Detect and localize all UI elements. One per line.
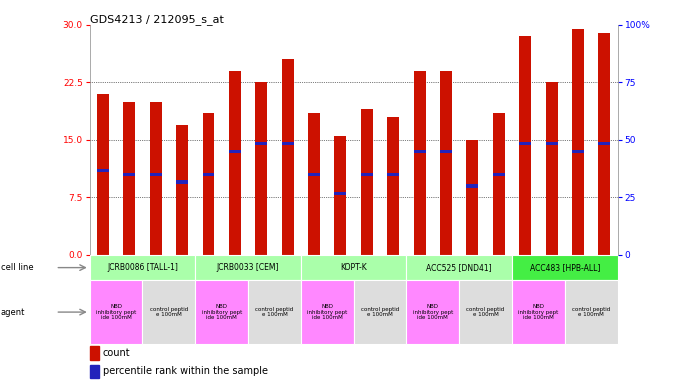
Bar [466,184,478,188]
Text: control peptid
e 100mM: control peptid e 100mM [255,307,293,317]
Bar [248,280,301,344]
Text: NBD
inhibitory pept
ide 100mM: NBD inhibitory pept ide 100mM [413,304,453,320]
Text: cell line: cell line [1,263,33,272]
Bar [195,280,248,344]
Text: ACC483 [HPB-ALL]: ACC483 [HPB-ALL] [530,263,600,272]
Bar [440,71,452,255]
Bar [203,113,215,255]
Bar [565,280,618,344]
Bar [572,29,584,255]
Bar [387,117,399,255]
Bar [466,140,478,255]
Bar [414,150,426,153]
Text: control peptid
e 100mM: control peptid e 100mM [150,307,188,317]
Bar [353,280,406,344]
Bar [90,280,143,344]
Bar [361,173,373,176]
Text: agent: agent [1,308,25,316]
Bar [546,142,558,146]
Text: GDS4213 / 212095_s_at: GDS4213 / 212095_s_at [90,14,224,25]
Text: NBD
inhibitory pept
ide 100mM: NBD inhibitory pept ide 100mM [307,304,347,320]
Bar [308,173,320,176]
Bar [97,94,109,255]
Bar [460,280,512,344]
Bar [229,71,241,255]
Bar [90,255,195,280]
Bar [361,109,373,255]
Bar [124,173,135,176]
Bar [301,255,406,280]
Bar [335,192,346,195]
Bar [255,83,267,255]
Bar [203,173,215,176]
Bar [512,280,564,344]
Bar [335,136,346,255]
Bar [572,150,584,153]
Bar [598,33,610,255]
Bar [512,255,618,280]
Bar [440,150,452,153]
Bar [90,346,99,360]
Bar [520,36,531,255]
Bar [406,280,460,344]
Bar [255,142,267,146]
Bar [598,142,610,146]
Text: NBD
inhibitory pept
ide 100mM: NBD inhibitory pept ide 100mM [201,304,242,320]
Bar [195,255,301,280]
Text: percentile rank within the sample: percentile rank within the sample [103,366,268,376]
Bar [301,280,354,344]
Bar [150,173,161,176]
Bar [176,124,188,255]
Text: control peptid
e 100mM: control peptid e 100mM [361,307,399,317]
Text: ACC525 [DND41]: ACC525 [DND41] [426,263,492,272]
Text: control peptid
e 100mM: control peptid e 100mM [572,307,610,317]
Text: KOPT-K: KOPT-K [340,263,367,272]
Bar [150,102,161,255]
Bar [493,173,504,176]
Bar [176,180,188,184]
Text: NBD
inhibitory pept
ide 100mM: NBD inhibitory pept ide 100mM [96,304,136,320]
Text: control peptid
e 100mM: control peptid e 100mM [466,307,504,317]
Bar [229,150,241,153]
Bar [282,142,293,146]
Bar [97,169,109,172]
Bar [387,173,399,176]
Bar [308,113,320,255]
Bar [414,71,426,255]
Text: NBD
inhibitory pept
ide 100mM: NBD inhibitory pept ide 100mM [518,304,558,320]
Bar [124,102,135,255]
Text: count: count [103,348,130,358]
Bar [520,142,531,146]
Text: JCRB0033 [CEM]: JCRB0033 [CEM] [217,263,279,272]
Bar [143,280,195,344]
Bar [493,113,504,255]
Text: JCRB0086 [TALL-1]: JCRB0086 [TALL-1] [107,263,178,272]
Bar [282,60,293,255]
Bar [90,364,99,378]
Bar [406,255,512,280]
Bar [546,83,558,255]
